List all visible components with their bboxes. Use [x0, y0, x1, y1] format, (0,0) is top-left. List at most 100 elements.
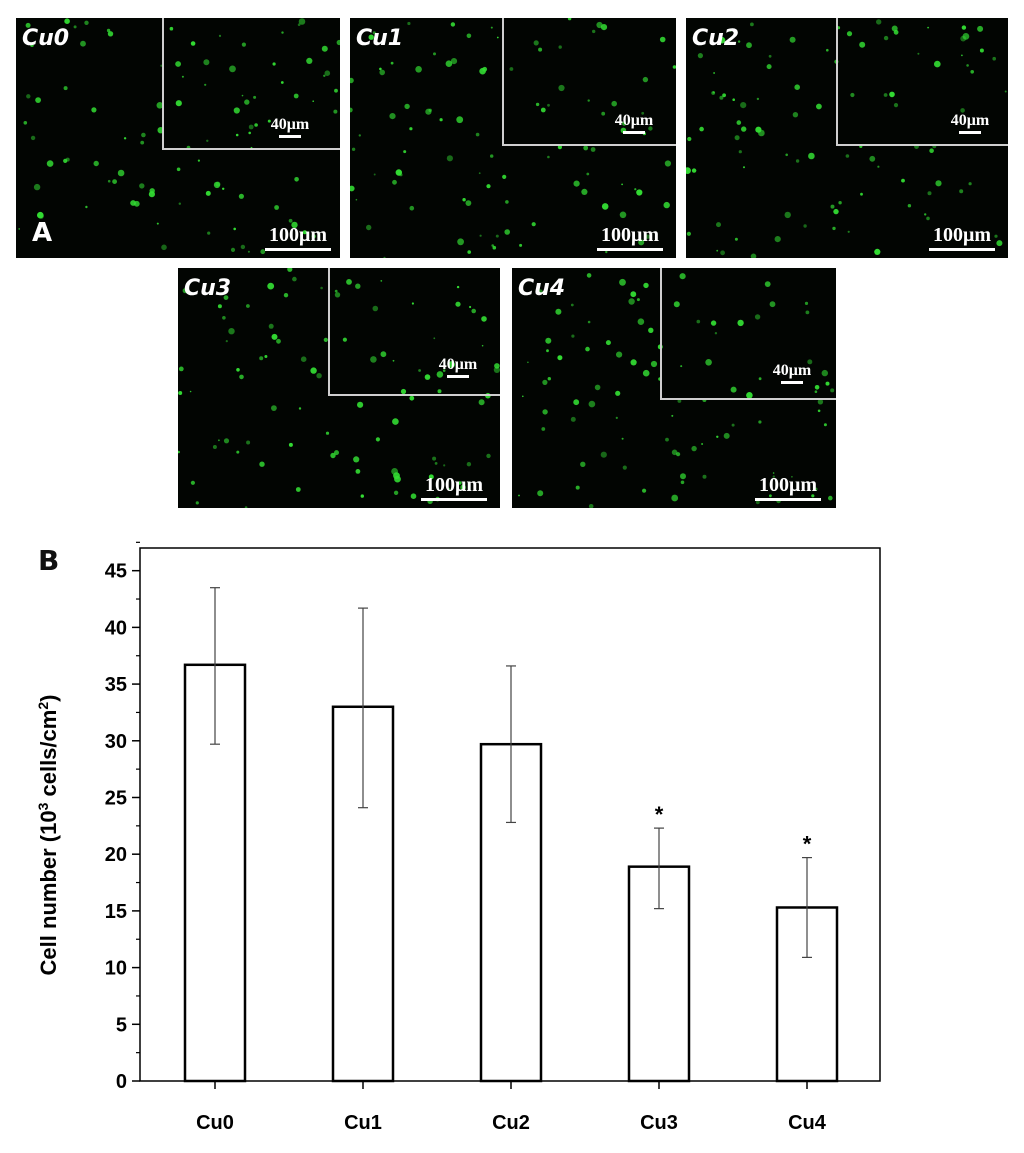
cell-dot [730, 386, 737, 393]
cell-dot [425, 108, 432, 115]
micrograph-cu1: 40μm Cu1 100μm [350, 18, 676, 258]
cell-dot [302, 230, 307, 235]
cell-dot [446, 155, 453, 162]
cell-dot [264, 355, 268, 358]
cell-dot [600, 24, 608, 31]
cell-dot [545, 337, 552, 344]
cell-dot [996, 240, 1003, 247]
cell-dot [540, 107, 546, 113]
cell-dot [585, 346, 590, 352]
x-tick-label: Cu0 [196, 1112, 234, 1134]
cell-dot [222, 316, 226, 320]
cell-dot [968, 182, 972, 186]
cell-dot [248, 124, 254, 130]
cell-dot [791, 475, 793, 478]
cell-dot [845, 154, 850, 158]
cell-dot [175, 100, 182, 107]
cell-dot [611, 100, 617, 107]
cell-dot [823, 423, 827, 427]
scale-bar: 100μm [414, 474, 494, 501]
cell-dot [274, 205, 279, 210]
cell-dot [471, 308, 477, 314]
cell-dot [280, 81, 284, 84]
cell-dot [80, 40, 86, 47]
inset-scale-bar: 40μm [762, 362, 822, 384]
cell-dot [702, 474, 707, 479]
inset-scale-bar: 40μm [604, 112, 664, 134]
cell-dot [342, 337, 347, 342]
cell-dot [522, 395, 524, 398]
cell-dot [537, 289, 543, 295]
cell-dot [353, 456, 360, 463]
inset-frame: 40μm [660, 268, 836, 400]
cell-dot [229, 65, 236, 73]
cell-dot [538, 47, 543, 52]
cell-dot [811, 494, 815, 498]
cell-dot [205, 190, 211, 196]
cell-dot [756, 97, 760, 101]
cell-dot [547, 155, 550, 159]
panel-label-cu3: Cu3 [184, 276, 232, 301]
cell-dot [117, 169, 125, 177]
cell-dot [734, 237, 738, 241]
cell-dot [859, 41, 866, 48]
cell-dot [619, 278, 626, 286]
cell-dot [436, 371, 444, 378]
cell-dot [244, 99, 250, 105]
cell-dot [228, 328, 235, 335]
cell-dot [85, 205, 88, 209]
cell-dot [230, 247, 236, 252]
cell-dot [218, 439, 220, 442]
cell-dot [979, 48, 984, 53]
cell-dot [457, 238, 464, 246]
cell-dot [686, 167, 691, 174]
cell-dot [927, 191, 932, 196]
cell-dot [671, 414, 674, 417]
cell-dot [847, 230, 850, 233]
y-tick-label: 15 [105, 901, 127, 923]
cell-dot [977, 25, 984, 32]
cell-dot [571, 334, 575, 338]
cell-dot [403, 150, 407, 154]
cell-dot [697, 53, 703, 59]
cell-dot [718, 36, 726, 44]
cell-dot [310, 367, 317, 374]
cell-dot [64, 18, 70, 24]
x-tick-label: Cu1 [344, 1112, 382, 1134]
cell-dot [573, 180, 580, 187]
scale-label: 100μm [425, 474, 483, 496]
inset-scale-bar: 40μm [940, 112, 1000, 134]
cell-dot [213, 181, 221, 189]
cell-dot [456, 285, 460, 289]
cell-dot [370, 356, 377, 363]
cell-dot [772, 475, 775, 478]
cell-dot [383, 256, 386, 258]
scale-bar: 100μm [260, 224, 336, 251]
cell-dot [605, 340, 611, 346]
cell-dot [428, 474, 434, 480]
cell-dot [107, 179, 111, 183]
cell-dot [233, 227, 236, 231]
cell-dot [601, 203, 609, 210]
cell-dot [495, 234, 499, 238]
cell-dot [334, 88, 338, 93]
cell-dot [966, 64, 969, 67]
cell-dot [869, 155, 876, 162]
x-tick-label: Cu2 [492, 1112, 530, 1134]
cell-dot [350, 185, 355, 192]
cell-dot [195, 501, 199, 505]
cell-dot [664, 160, 671, 167]
cell-dot [30, 135, 36, 141]
cell-dot [350, 77, 354, 84]
cell-dot [106, 28, 111, 33]
cell-dot [334, 289, 338, 293]
cell-dot [182, 288, 188, 294]
cell-dot [580, 461, 586, 467]
cell-dot [491, 244, 494, 247]
cell-dot [586, 172, 590, 176]
significance-marker: * [655, 802, 664, 827]
cell-dot [392, 179, 397, 185]
cell-dot [648, 327, 654, 333]
cell-dot [217, 304, 222, 309]
cell-dot [400, 388, 407, 395]
